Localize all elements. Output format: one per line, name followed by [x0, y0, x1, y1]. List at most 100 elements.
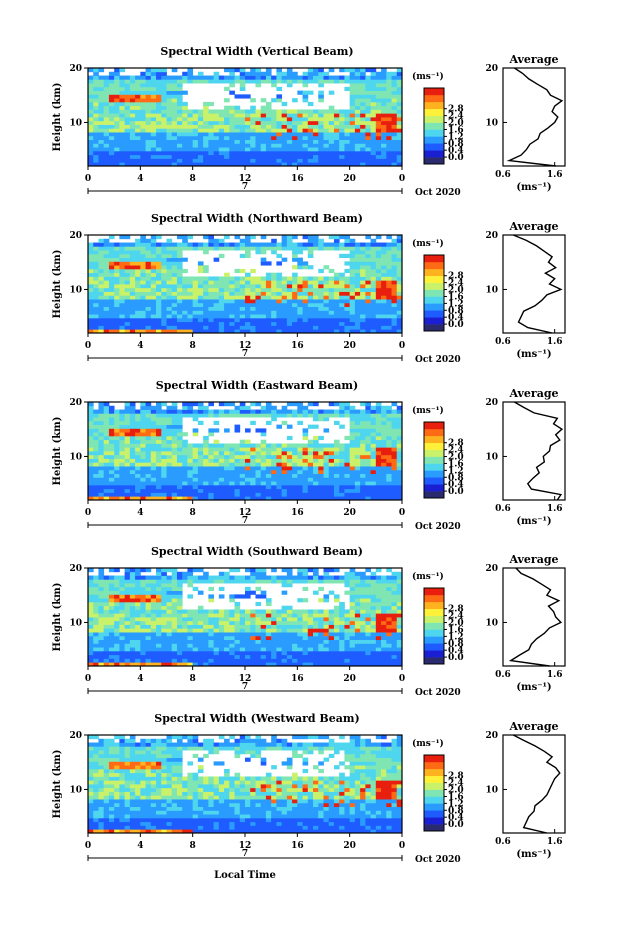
heatmap-cell: [88, 496, 94, 501]
heatmap-cell: [318, 71, 324, 76]
heatmap-cell: [234, 662, 241, 667]
heatmap-cell: [333, 147, 340, 152]
heatmap-cell: [286, 314, 293, 319]
heatmap-cell: [323, 79, 330, 84]
heatmap-cell: [255, 650, 262, 656]
heatmap-cell: [208, 628, 214, 633]
heatmap-cell: [182, 481, 188, 486]
heatmap-cell: [208, 484, 214, 490]
heatmap-cell: [250, 268, 256, 274]
heatmap-cell: [365, 147, 371, 152]
heatmap-cell: [281, 246, 288, 251]
heatmap-cell: [271, 109, 277, 114]
colorbar-swatch: [424, 136, 444, 144]
heatmap-cell: [260, 287, 267, 292]
heatmap-cell: [140, 132, 146, 137]
average-y-tick-label: 20: [485, 398, 498, 408]
heatmap-cell: [391, 147, 398, 152]
heatmap-cell: [145, 128, 152, 133]
heatmap-cell: [124, 428, 131, 433]
heatmap-cell: [297, 246, 303, 251]
heatmap-cell: [145, 579, 152, 584]
heatmap-cell: [265, 71, 272, 76]
heatmap-cell: [93, 432, 99, 437]
heatmap-cell: [182, 575, 188, 580]
heatmap-cell: [260, 321, 267, 326]
heatmap-cell: [187, 492, 194, 497]
heatmap-cell: [265, 287, 272, 292]
heatmap-cell: [93, 68, 99, 73]
heatmap-cell: [365, 86, 371, 92]
heatmap-cell: [176, 306, 183, 311]
heatmap-cell: [318, 435, 324, 441]
heatmap-cell: [265, 75, 272, 80]
heatmap-cell: [218, 128, 225, 133]
heatmap-cell: [88, 302, 94, 308]
heatmap-cell: [396, 306, 403, 311]
heatmap-cell: [213, 284, 220, 289]
heatmap-cell: [218, 579, 225, 584]
heatmap-cell: [156, 325, 162, 330]
heatmap-cell: [396, 488, 403, 493]
heatmap-cell: [161, 83, 167, 88]
heatmap-cell: [124, 299, 131, 304]
heatmap-cell: [103, 447, 110, 452]
heatmap-cell: [88, 329, 94, 334]
heatmap-cell: [88, 420, 94, 426]
heatmap-cell: [203, 484, 209, 490]
heatmap-cell: [182, 105, 188, 110]
heatmap-cell: [391, 329, 398, 334]
heatmap-cell: [323, 310, 330, 315]
heatmap-cell: [161, 147, 167, 152]
heatmap-cell: [302, 162, 309, 167]
heatmap-cell: [197, 624, 204, 629]
heatmap-cell: [192, 413, 199, 418]
heatmap-cell: [145, 435, 152, 441]
heatmap-cell: [156, 662, 162, 667]
heatmap-cell: [140, 158, 146, 163]
heatmap-cell: [182, 409, 188, 414]
heatmap-cell: [171, 317, 178, 323]
heatmap-cell: [93, 601, 99, 607]
heatmap-cell: [260, 120, 267, 125]
heatmap-cell: [135, 139, 141, 144]
heatmap-cell: [103, 86, 110, 92]
heatmap-cell: [156, 496, 162, 501]
heatmap-cell: [119, 643, 126, 648]
heatmap-cell: [245, 458, 251, 463]
heatmap-cell: [286, 435, 293, 441]
heatmap-cell: [250, 462, 256, 467]
heatmap-cell: [375, 250, 382, 255]
heatmap-cell: [161, 124, 167, 129]
heatmap-cell: [140, 628, 146, 633]
heatmap-cell: [313, 451, 319, 456]
heatmap-cell: [370, 109, 377, 114]
heatmap-cell: [145, 654, 152, 659]
heatmap-cell: [119, 75, 126, 80]
heatmap-cell: [391, 135, 398, 141]
heatmap-cell: [124, 268, 131, 274]
heatmap-cell: [145, 86, 152, 92]
heatmap-cell: [182, 647, 188, 652]
heatmap-cell: [182, 488, 188, 493]
heatmap-cell: [339, 477, 345, 482]
heatmap-cell: [140, 299, 146, 304]
heatmap-cell: [166, 617, 173, 622]
heatmap-cell: [150, 117, 157, 122]
heatmap-cell: [135, 238, 141, 243]
heatmap-cell: [349, 481, 356, 486]
heatmap-cell: [156, 284, 162, 289]
heatmap-cell: [166, 424, 173, 429]
heatmap-cell: [135, 466, 141, 471]
heatmap-cell: [318, 150, 324, 156]
heatmap-cell: [344, 235, 351, 240]
heatmap-cell: [114, 295, 120, 300]
heatmap-cell: [103, 302, 110, 308]
heatmap-cell: [349, 158, 356, 163]
heatmap-cell: [176, 101, 183, 107]
heatmap-cell: [229, 109, 235, 114]
heatmap-cell: [375, 135, 382, 141]
heatmap-cell: [229, 473, 235, 478]
heatmap-cell: [349, 128, 356, 133]
heatmap-cell: [245, 658, 251, 663]
